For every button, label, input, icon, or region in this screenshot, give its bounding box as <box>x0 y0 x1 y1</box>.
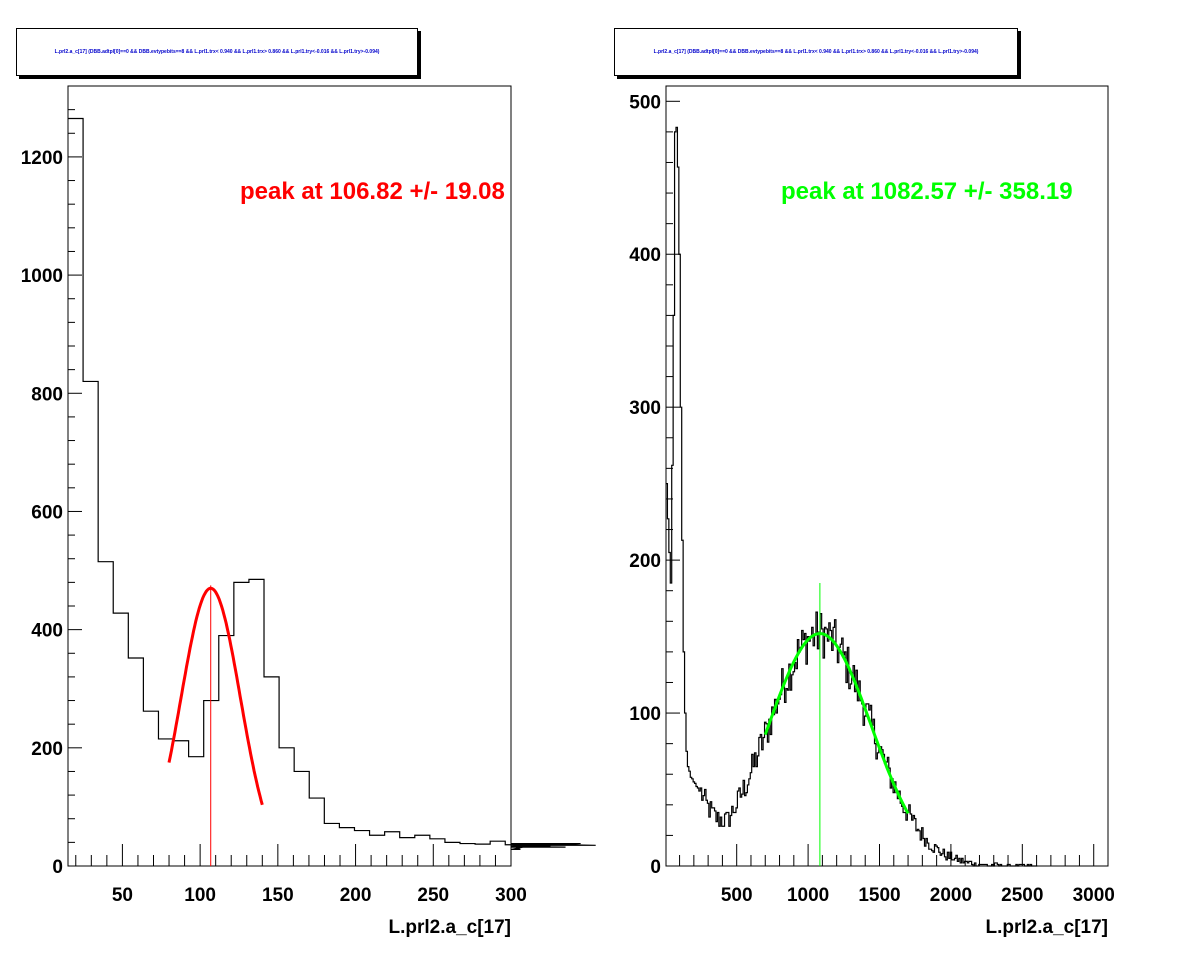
left-x-tick-label: 100 <box>184 885 216 906</box>
left-plot-title-box: L.prl2.a_c[17] (DBB.adtpl[0]==0 && DBB.e… <box>16 28 418 76</box>
right-y-tick-label: 400 <box>629 245 661 266</box>
right-x-tick-label: 500 <box>721 885 753 906</box>
left-y-tick-label: 0 <box>52 857 63 878</box>
right-histogram-steps <box>666 126 1038 867</box>
right-histogram-panel: 0 100 200 300 400 500 500 1000 1500 2000 2500 3000 L… <box>629 85 1115 938</box>
right-plot-title-box: L.prl2.a_c[17] (DBB.adtpl[0]==0 && DBB.e… <box>614 28 1018 76</box>
left-peak-annotation: peak at 106.82 +/- 19.08 <box>240 178 505 205</box>
right-x-tick-label: 2500 <box>1001 885 1043 906</box>
left-x-tick-label: 250 <box>417 885 449 906</box>
right-peak-annotation: peak at 1082.57 +/- 358.19 <box>781 178 1073 205</box>
right-x-tick-label: 2000 <box>930 885 972 906</box>
right-gaussian-fit-curve <box>763 632 910 815</box>
right-plot-title: L.prl2.a_c[17] (DBB.adtpl[0]==0 && DBB.e… <box>653 49 979 55</box>
left-y-tick-label: 400 <box>31 621 63 642</box>
right-x-tick-label: 1500 <box>858 885 900 906</box>
right-y-tick-label: 100 <box>629 704 661 725</box>
left-y-tick-label: 800 <box>31 384 63 405</box>
left-plot-title: L.prl2.a_c[17] (DBB.adtpl[0]==0 && DBB.e… <box>54 49 380 55</box>
left-histogram-steps <box>68 117 596 851</box>
right-plot-frame <box>665 85 1109 867</box>
right-y-tick-label: 0 <box>650 857 661 878</box>
right-x-tick-label: 1000 <box>787 885 829 906</box>
right-y-tick-label: 500 <box>629 92 661 113</box>
right-y-tick-label: 200 <box>629 551 661 572</box>
right-x-axis-label: L.prl2.a_c[17] <box>986 917 1109 938</box>
right-x-tick-label: 3000 <box>1073 885 1115 906</box>
left-x-tick-label: 150 <box>262 885 294 906</box>
left-x-axis-label: L.prl2.a_c[17] <box>389 917 512 938</box>
left-gaussian-fit-curve <box>167 586 264 806</box>
left-x-tick-label: 200 <box>340 885 372 906</box>
left-histogram-panel: 0 200 400 600 800 1000 1200 50 100 150 200 250 300 L.… <box>21 85 596 938</box>
right-y-tick-label: 300 <box>629 398 661 419</box>
left-y-tick-label: 1200 <box>21 148 63 169</box>
left-x-tick-label: 300 <box>495 885 527 906</box>
left-x-tick-label: 50 <box>112 885 133 906</box>
left-y-tick-label: 600 <box>31 502 63 523</box>
left-plot-frame <box>67 85 512 867</box>
left-y-tick-label: 200 <box>31 739 63 760</box>
left-y-tick-label: 1000 <box>21 266 63 287</box>
